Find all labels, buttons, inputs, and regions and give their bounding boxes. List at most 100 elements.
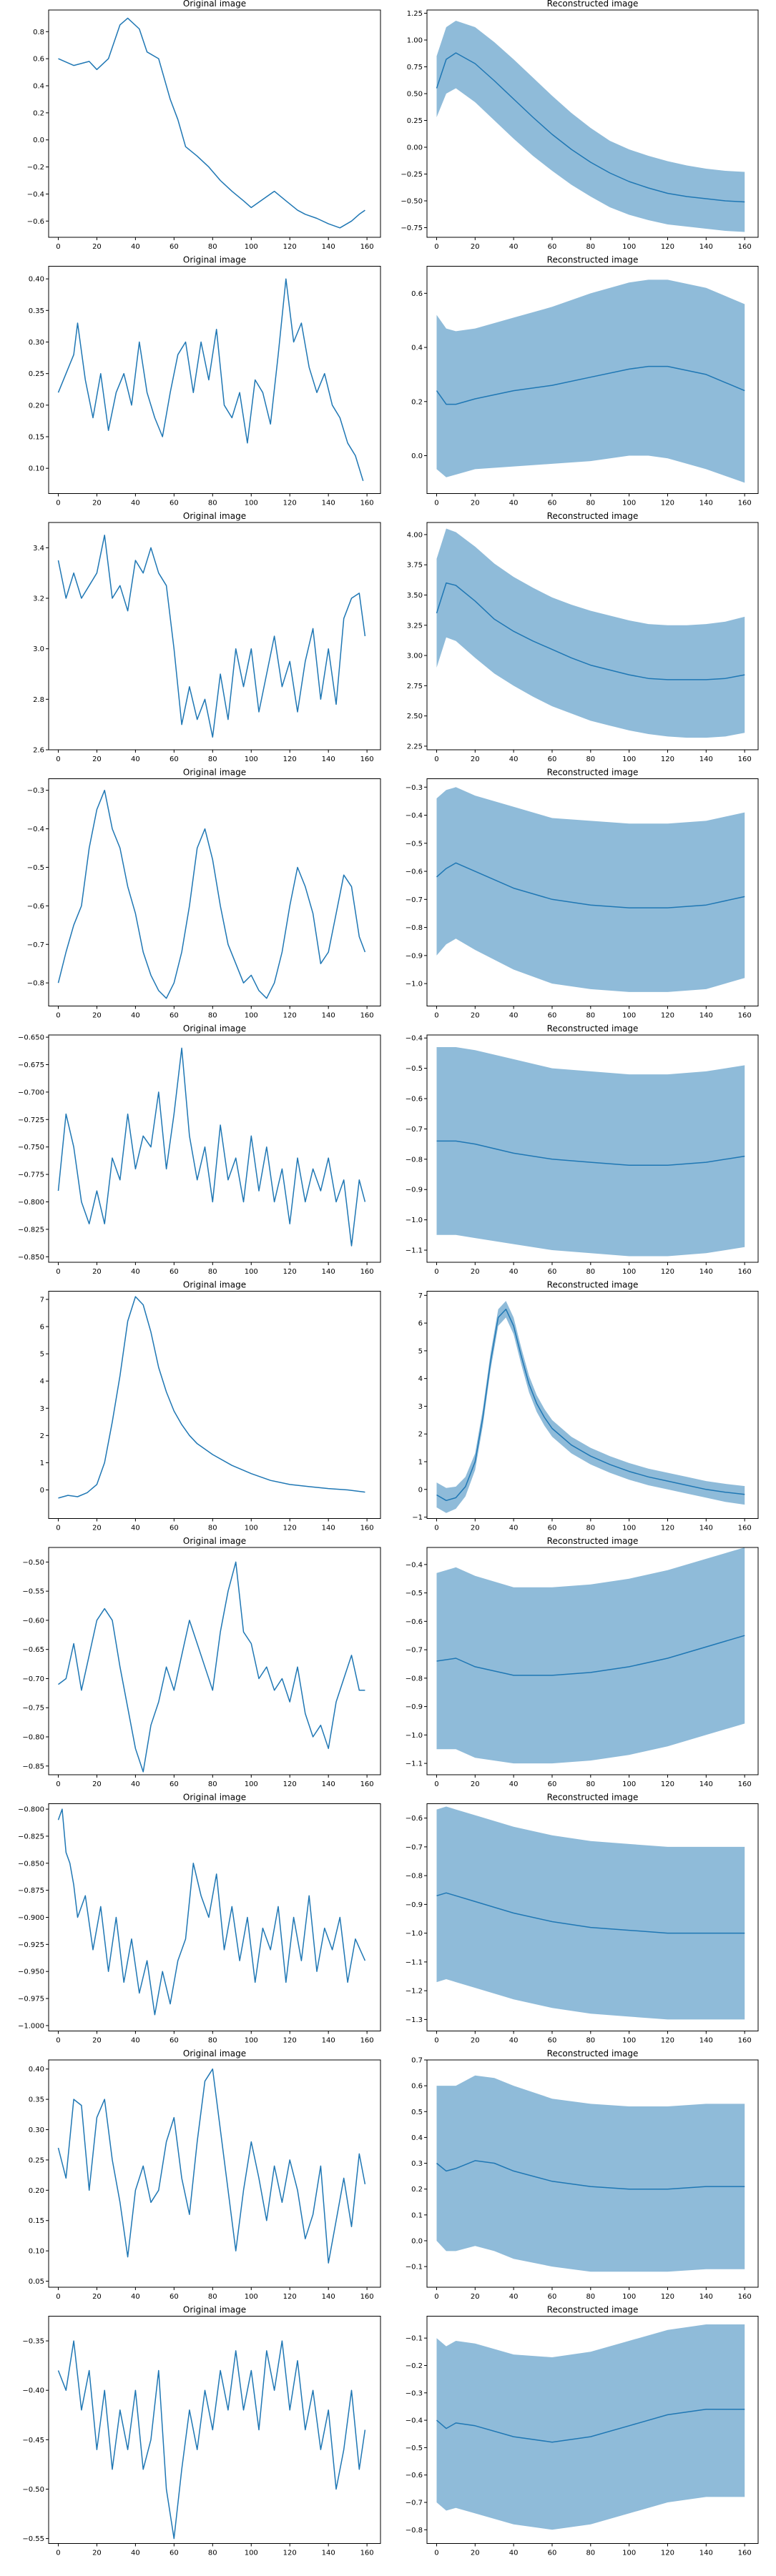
y-tick-label: 0.3: [411, 2160, 423, 2168]
y-tick-label: 0.05: [29, 2278, 44, 2286]
x-tick-label: 60: [170, 1012, 179, 1020]
x-tick-label: 0: [56, 2550, 60, 2557]
x-tick-label: 160: [360, 500, 374, 507]
y-tick-label: 0.4: [33, 83, 44, 91]
x-tick-label: 120: [283, 500, 297, 507]
y-tick-label: 0.1: [411, 2211, 423, 2219]
axes-frame: [426, 1034, 759, 1263]
x-tick-label: 20: [471, 2293, 480, 2301]
x-tick-label: 60: [170, 2293, 179, 2301]
x-tick-label: 40: [131, 2550, 140, 2557]
x-tick-label: 140: [322, 1268, 335, 1276]
subplot-title: Reconstructed image: [547, 255, 639, 265]
y-tick-label: 4: [418, 1375, 423, 1383]
plot-area: [57, 789, 366, 999]
y-tick-label: −0.975: [18, 1996, 44, 2003]
y-tick-label: −0.85: [22, 1763, 44, 1770]
axes-frame: [48, 1547, 381, 1775]
axes-frame: [426, 1803, 759, 2031]
uncertainty-band: [436, 528, 745, 738]
y-tick-label: −0.9: [406, 1703, 423, 1711]
x-tick-label: 160: [738, 1525, 752, 1532]
subplot-title: Original image: [183, 0, 246, 9]
axes-frame: [48, 522, 381, 750]
x-tick-label: 80: [208, 1012, 217, 1020]
y-tick-label: −0.75: [22, 1705, 44, 1713]
subplot-14: 0 20 40 60 80 100 120 140 160 −1.1 −1.0 −0.9 −0.8 −0.…: [406, 1536, 759, 1788]
x-tick-label: 0: [434, 2293, 438, 2301]
x-tick-label: 60: [170, 500, 179, 507]
y-tick-label: 0.35: [29, 2096, 44, 2104]
subplot-title: Original image: [183, 2049, 246, 2059]
x-tick-label: 140: [322, 1525, 335, 1532]
x-tick-label: 40: [509, 243, 519, 251]
y-tick-label: −0.825: [18, 1226, 44, 1234]
y-tick-label: 0.10: [29, 2248, 44, 2256]
y-tick-label: −1.0: [406, 1217, 423, 1224]
series-line: [57, 278, 364, 482]
x-tick-label: 140: [699, 2037, 713, 2045]
y-tick-label: −1: [412, 1514, 423, 1522]
y-tick-label: 5: [418, 1347, 423, 1355]
x-tick-label: 80: [586, 243, 595, 251]
x-tick-label: 20: [92, 2550, 102, 2557]
subplot-title: Original image: [183, 1280, 246, 1290]
x-tick-label: 20: [92, 500, 102, 507]
y-tick-label: −0.65: [22, 1646, 44, 1654]
y-tick-label: −0.80: [22, 1734, 44, 1742]
mean-line: [436, 365, 745, 405]
y-tick-label: 0.0: [411, 2237, 423, 2245]
subplot-20: 0 20 40 60 80 100 120 140 160 −0.8 −0.7 −0.6 −0.5 −0.…: [406, 2305, 759, 2557]
x-tick-label: 160: [360, 1268, 374, 1276]
x-tick-label: 0: [56, 1525, 60, 1532]
subplot-2: 0 20 40 60 80 100 120 140 160 −0.75 −0.50 −0.25 0.00…: [401, 0, 759, 251]
x-tick-label: 120: [661, 756, 674, 763]
series-line: [57, 1808, 366, 2016]
y-tick-label: 0.15: [29, 2217, 44, 2225]
x-tick-label: 60: [548, 243, 557, 251]
y-tick-label: −0.9: [406, 1187, 423, 1194]
plot-area: [57, 2340, 366, 2540]
y-tick-label: −1.0: [406, 1930, 423, 1938]
plot-area: [436, 279, 745, 483]
y-tick-label: 0.20: [29, 402, 44, 410]
uncertainty-band: [436, 2324, 745, 2530]
x-tick-label: 20: [92, 756, 102, 763]
y-tick-label: −0.800: [18, 1806, 44, 1814]
x-tick-label: 120: [661, 1012, 674, 1020]
y-tick-label: 0: [418, 1486, 423, 1494]
y-tick-label: 0.8: [33, 29, 44, 36]
y-tick-label: 2: [418, 1431, 423, 1439]
x-tick-label: 80: [586, 1012, 595, 1020]
uncertainty-band: [436, 2075, 745, 2272]
y-tick-label: −0.850: [18, 1860, 44, 1868]
y-tick-label: 0.4: [411, 345, 423, 352]
x-tick-label: 100: [622, 1780, 636, 1788]
x-tick-label: 60: [548, 756, 557, 763]
x-tick-label: 20: [471, 500, 480, 507]
plot-area: [58, 1561, 365, 1773]
x-tick-label: 160: [738, 2037, 752, 2045]
y-tick-label: −1.1: [406, 1760, 423, 1768]
x-tick-label: 160: [738, 1780, 752, 1788]
y-tick-label: 0.15: [29, 434, 44, 442]
plot-area: [436, 21, 745, 232]
uncertainty-band: [436, 1047, 745, 1257]
x-tick-label: 0: [56, 500, 60, 507]
x-tick-label: 0: [56, 1012, 60, 1020]
x-tick-label: 60: [170, 1268, 179, 1276]
y-tick-label: 4: [40, 1378, 44, 1386]
x-tick-label: 160: [738, 756, 752, 763]
y-tick-label: −0.4: [406, 1035, 423, 1043]
subplot-title: Reconstructed image: [547, 1536, 639, 1546]
y-tick-label: 3.75: [407, 562, 423, 570]
mean-line: [436, 1308, 745, 1502]
y-tick-label: −0.50: [22, 1559, 44, 1567]
x-tick-label: 0: [56, 243, 60, 251]
x-tick-label: 80: [586, 2037, 595, 2045]
y-tick-label: −0.675: [18, 1061, 44, 1069]
subplot-6: 0 20 40 60 80 100 120 140 160 2.25 2.50 2.75 3.00 3.2…: [407, 511, 759, 763]
y-tick-label: −0.850: [18, 1254, 44, 1262]
x-tick-label: 80: [586, 1268, 595, 1276]
